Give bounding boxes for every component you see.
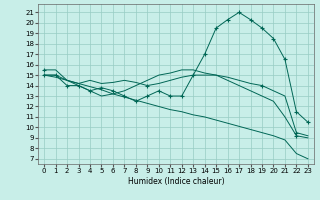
X-axis label: Humidex (Indice chaleur): Humidex (Indice chaleur) xyxy=(128,177,224,186)
